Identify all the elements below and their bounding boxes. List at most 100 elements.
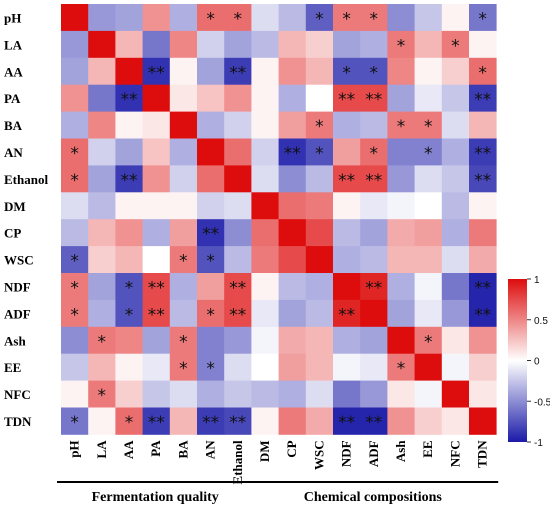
heatmap-cell <box>387 84 415 112</box>
heatmap-cell <box>414 407 443 435</box>
significance-marker: * <box>424 117 433 137</box>
significance-marker: * <box>370 63 379 83</box>
significance-marker: * <box>206 9 215 29</box>
row-label: WSC <box>4 253 34 268</box>
heatmap-cell <box>387 326 415 355</box>
heatmap-cell <box>360 299 388 328</box>
heatmap-cell <box>305 192 334 220</box>
heatmap-cell <box>469 111 497 139</box>
significance-marker: ** <box>474 278 491 298</box>
heatmap-cell <box>224 111 252 139</box>
significance-marker: ** <box>365 171 382 191</box>
column-label: PA <box>148 440 163 457</box>
heatmap-cell <box>414 84 443 112</box>
heatmap-cell <box>387 353 415 381</box>
column-label: CP <box>284 440 299 457</box>
heatmap-cell <box>469 84 497 112</box>
significance-marker: * <box>70 144 79 164</box>
heatmap-cell <box>387 111 415 139</box>
heatmap-cell <box>414 30 443 59</box>
significance-markers: * * * * * ** *** ** * * *** ** ** *** * ** ** * * * *** ** ** *… <box>70 9 491 433</box>
heatmap-cell <box>469 165 497 193</box>
row-label: Ash <box>4 333 26 348</box>
heatmap-cell <box>61 165 89 193</box>
heatmap-cell <box>469 219 497 247</box>
heatmap-cell <box>305 219 334 247</box>
significance-marker: * <box>179 332 188 352</box>
heatmap-cell <box>469 30 497 59</box>
heatmap-cell <box>88 299 116 328</box>
colorbar-gradient <box>508 279 527 442</box>
heatmap-cell <box>387 138 415 166</box>
heatmap-cell <box>333 165 361 193</box>
heatmap-cell <box>115 353 143 381</box>
heatmap-cell <box>88 192 116 220</box>
heatmap-cell <box>88 111 116 139</box>
heatmap-cell <box>251 219 279 247</box>
significance-marker: ** <box>365 278 382 298</box>
row-label: Ethanol <box>4 172 48 187</box>
group-label: Chemical compositions <box>304 490 443 505</box>
heatmap-cell <box>197 246 225 274</box>
heatmap-cell <box>251 353 279 381</box>
heatmap-cell <box>61 84 89 112</box>
heatmap-cell <box>142 407 171 435</box>
significance-marker: * <box>234 9 243 29</box>
row-label: AN <box>4 145 23 160</box>
significance-marker: * <box>315 144 324 164</box>
heatmap-cell <box>278 4 307 32</box>
heatmap-cell <box>360 273 388 301</box>
heatmap-cell <box>251 273 279 301</box>
heatmap-cell <box>88 84 116 112</box>
heatmap-cell <box>115 246 143 274</box>
heatmap-cell <box>441 4 470 32</box>
heatmap-cell <box>414 111 443 139</box>
heatmap-cell <box>441 299 470 328</box>
heatmap-cell <box>333 299 361 328</box>
heatmap-cell <box>305 273 334 301</box>
significance-marker: * <box>342 63 351 83</box>
heatmap-cell <box>197 299 225 328</box>
significance-marker: ** <box>474 305 491 325</box>
heatmap-cell <box>387 219 415 247</box>
heatmap-cell <box>115 407 143 435</box>
heatmap-cell <box>278 353 307 381</box>
significance-marker: ** <box>148 63 165 83</box>
significance-marker: * <box>179 359 188 379</box>
significance-marker: ** <box>148 305 165 325</box>
heatmap-cell <box>224 138 252 166</box>
heatmap-cell <box>88 326 116 355</box>
colorbar-tick-label: 1 <box>534 275 540 286</box>
heatmap-cell <box>251 57 279 86</box>
significance-marker: ** <box>474 171 491 191</box>
heatmap-cell <box>441 273 470 301</box>
heatmap-cell <box>278 30 307 59</box>
heatmap-cell <box>142 4 171 32</box>
heatmap-cell <box>251 192 279 220</box>
heatmap-cell <box>115 273 143 301</box>
significance-marker: ** <box>121 90 138 110</box>
heatmap-cell <box>305 246 334 274</box>
heatmap-cell <box>278 299 307 328</box>
group-labels: Fermentation quality Chemical composition… <box>57 481 499 505</box>
significance-marker: * <box>397 117 406 137</box>
heatmap-cell <box>61 111 89 139</box>
heatmap-cell <box>142 219 171 247</box>
heatmap-cell <box>441 219 470 247</box>
heatmap-cell <box>414 138 443 166</box>
significance-marker: * <box>98 386 107 406</box>
column-label: NFC <box>447 440 462 467</box>
significance-marker: ** <box>474 90 491 110</box>
heatmap-cell <box>61 380 89 408</box>
heatmap-cell <box>333 57 361 86</box>
heatmap-cell <box>469 138 497 166</box>
heatmap-cell <box>333 192 361 220</box>
significance-marker: * <box>70 171 79 191</box>
row-label: CP <box>4 226 21 241</box>
heatmap-cell <box>333 380 361 408</box>
colorbar-tick-label: 0 <box>534 357 540 368</box>
column-label: LA <box>94 440 109 459</box>
significance-marker: ** <box>338 171 355 191</box>
heatmap-cell <box>61 30 89 59</box>
